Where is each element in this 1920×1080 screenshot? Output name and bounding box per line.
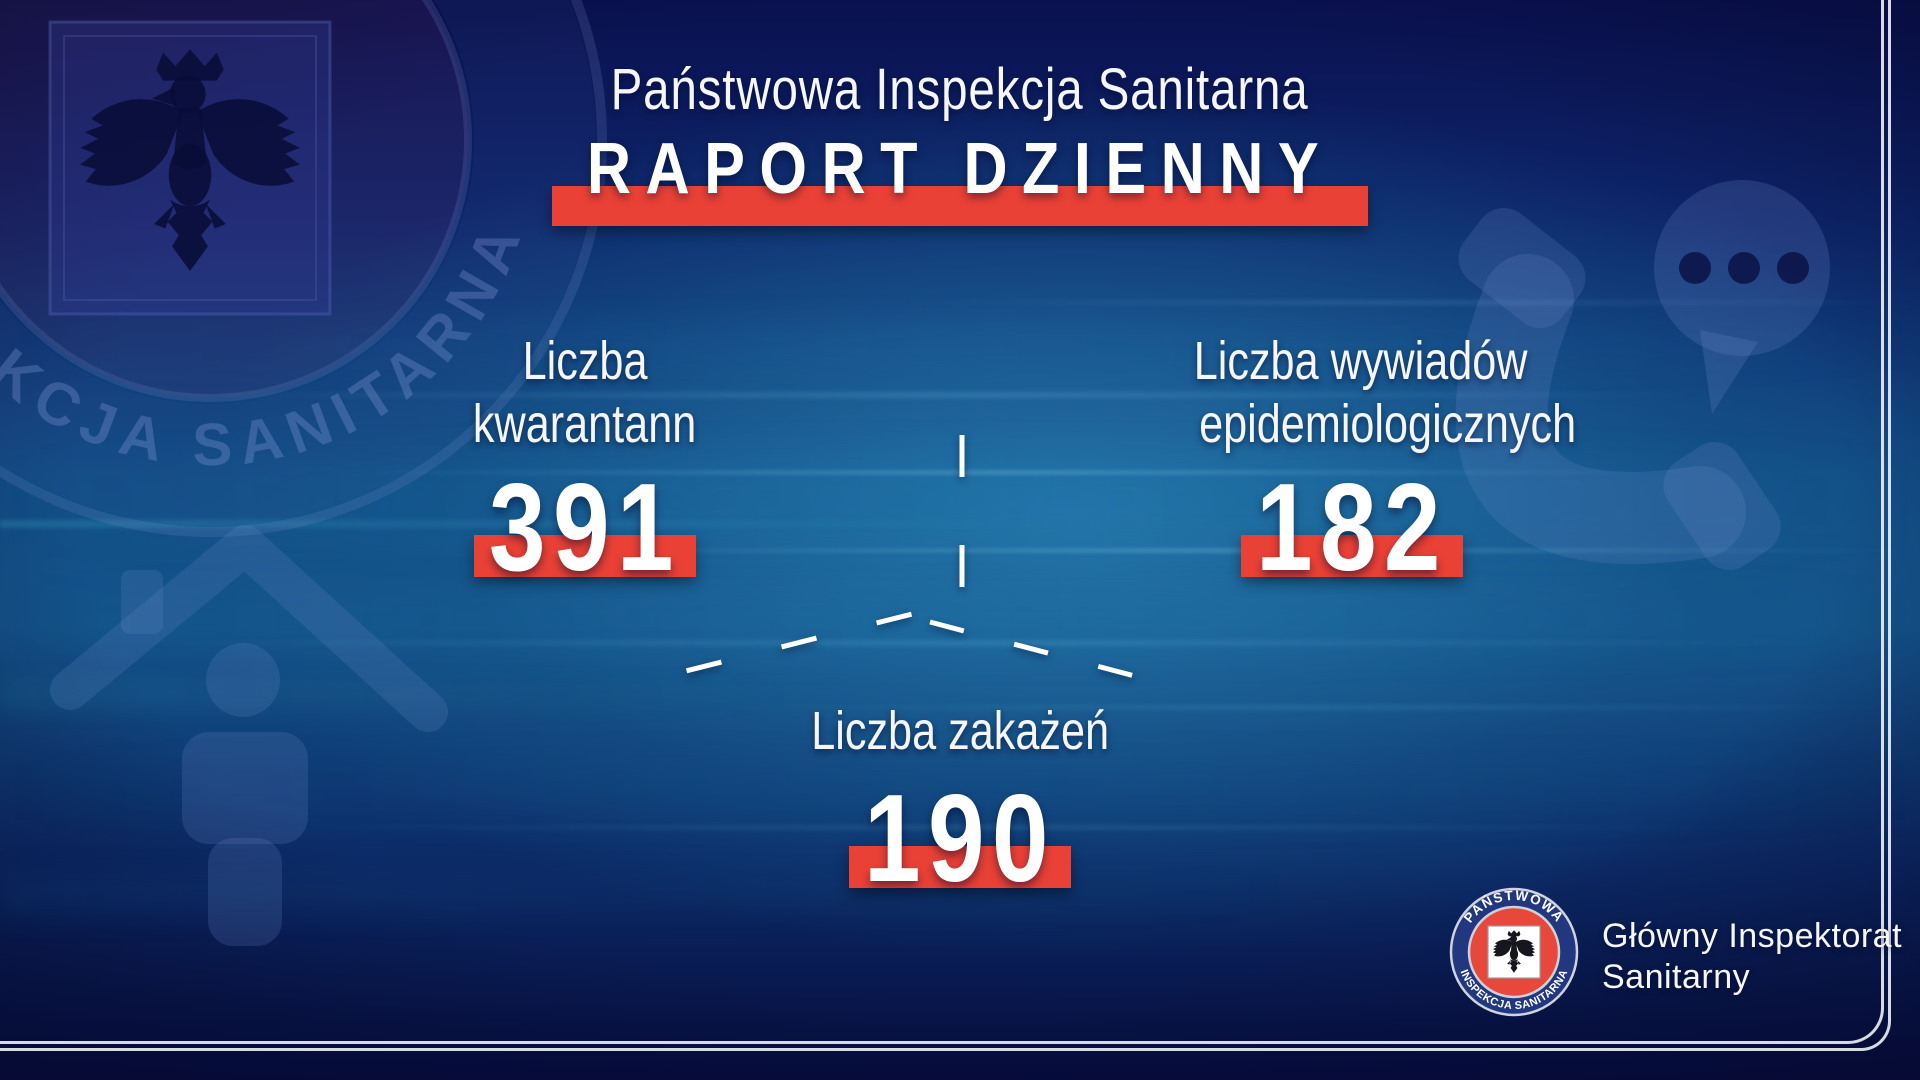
stat-infections-number: 190 [843,777,1077,901]
stat-interviews-number: 182 [1235,466,1469,590]
stat-quarantines-label-line1: Liczba [522,331,648,391]
stat-interviews-value: 182 [1256,459,1448,597]
stat-quarantines: Liczba kwarantann 391 [385,330,785,590]
org-title: Państwowa Inspekcja Sanitarna [0,56,1920,123]
stat-infections-label-text: Liczba zakażeń [811,701,1109,761]
stat-quarantines-red-bar [474,535,696,578]
stat-quarantines-label: Liczba kwarantann [385,330,785,456]
stat-infections-red-bar [849,846,1071,889]
stat-interviews-label-line2: epidemiologicznych [1199,394,1577,454]
gis-badge: PAŃSTWOWA INSPEKCJA SANITARNA [1449,888,1579,1017]
stat-quarantines-number: 391 [468,466,702,590]
stat-quarantines-value: 391 [489,459,681,597]
stat-interviews-label: Liczba wywiadów epidemiologicznych [1152,330,1576,456]
stat-quarantines-label-line2: kwarantann [473,394,697,454]
report-title-text: RAPORT DZIENNY [586,129,1334,209]
stat-infections-value: 190 [864,770,1056,908]
stat-infections-label: Liczba zakażeń [710,700,1210,763]
stat-infections: Liczba zakażeń 190 [710,700,1210,901]
footer-org-name: Główny Inspektorat Sanitarny [1602,916,1902,998]
org-title-text: Państwowa Inspekcja Sanitarna [611,57,1309,122]
footer-org-name-line2: Sanitarny [1602,958,1751,996]
stat-interviews-red-bar [1241,535,1463,578]
report-title-red-bar [551,186,1369,226]
stat-interviews: Liczba wywiadów epidemiologicznych 182 [1152,330,1576,590]
footer-org-name-line1: Główny Inspektorat [1602,917,1903,955]
stat-interviews-label-line1: Liczba wywiadów [1193,331,1528,391]
report-title: RAPORT DZIENNY [0,128,1920,226]
